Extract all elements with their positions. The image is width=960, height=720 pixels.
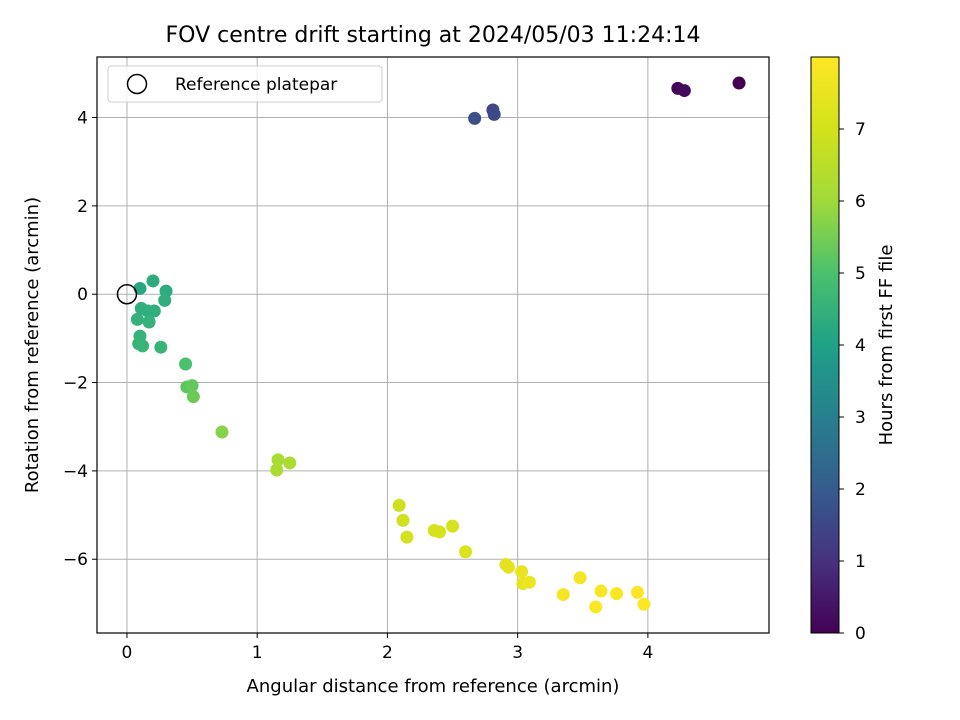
data-point (446, 519, 460, 533)
chart-title: FOV centre drift starting at 2024/05/03 … (166, 23, 701, 48)
colorbar: 0 1 2 3 4 5 6 7 Hours from first FF file (810, 56, 897, 644)
y-tick-label: 4 (77, 109, 88, 129)
colorbar-label: Hours from first FF file (876, 245, 897, 446)
data-point (732, 76, 746, 90)
data-point (459, 545, 473, 559)
data-point (637, 597, 651, 611)
x-tick-label: 4 (642, 643, 653, 663)
y-axis-label: Rotation from reference (arcmin) (22, 197, 43, 493)
legend: Reference platepar (107, 65, 383, 103)
colorbar-tick-label: 5 (855, 264, 866, 284)
data-point (136, 339, 150, 353)
legend-box (107, 65, 383, 103)
colorbar-ticks: 0 1 2 3 4 5 6 7 (839, 120, 866, 644)
data-point (271, 453, 285, 467)
x-tick-label: 0 (122, 643, 133, 663)
colorbar-tick-label: 7 (855, 120, 866, 140)
grid (97, 57, 769, 633)
data-point (630, 585, 644, 599)
y-tick-label: 2 (77, 197, 88, 217)
data-point (270, 463, 284, 477)
colorbar-tick-label: 1 (855, 552, 866, 572)
data-point (146, 274, 160, 288)
legend-reference-marker (126, 73, 148, 95)
data-point (522, 575, 536, 589)
data-point (677, 84, 691, 98)
x-axis-label: Angular distance from reference (arcmin) (247, 676, 620, 697)
data-point (186, 390, 200, 404)
y-axis-ticks: −6 −4 −2 0 2 4 (63, 109, 97, 570)
data-point (502, 560, 516, 574)
x-tick-label: 2 (382, 643, 393, 663)
colorbar-tick-label: 6 (855, 192, 866, 212)
colorbar-gradient (810, 56, 840, 634)
data-point (573, 571, 587, 585)
data-point (185, 379, 199, 393)
data-point (142, 315, 156, 329)
colorbar-tick-label: 3 (855, 408, 866, 428)
data-point (396, 513, 410, 527)
colorbar-tick-label: 4 (855, 336, 866, 356)
data-point (147, 304, 161, 318)
colorbar-tick-label: 2 (855, 480, 866, 500)
data-point (594, 584, 608, 598)
data-point (392, 498, 406, 512)
reference-marker-layer (116, 283, 138, 305)
data-point (215, 425, 229, 439)
x-tick-label: 1 (252, 643, 263, 663)
y-tick-label: −2 (63, 374, 88, 394)
data-point (610, 587, 624, 601)
data-point (283, 456, 297, 470)
legend-label-reference: Reference platepar (175, 75, 337, 95)
scatter-points (130, 76, 746, 614)
data-point (158, 293, 172, 307)
data-point (487, 107, 501, 121)
data-point (130, 312, 144, 326)
y-tick-label: −4 (63, 462, 88, 482)
y-tick-label: −6 (63, 550, 88, 570)
data-point (589, 600, 603, 614)
data-point (468, 111, 482, 125)
data-point (433, 525, 447, 539)
data-point (179, 357, 193, 371)
data-point (400, 530, 414, 544)
reference-platepar-marker (116, 283, 138, 305)
data-point (556, 588, 570, 602)
colorbar-tick-label: 0 (855, 624, 866, 644)
data-point (515, 565, 529, 579)
x-axis-ticks: 0 1 2 3 4 (122, 633, 653, 663)
plot-area-frame (96, 56, 770, 634)
y-tick-label: 0 (77, 285, 88, 305)
data-point (154, 340, 168, 354)
x-tick-label: 3 (512, 643, 523, 663)
